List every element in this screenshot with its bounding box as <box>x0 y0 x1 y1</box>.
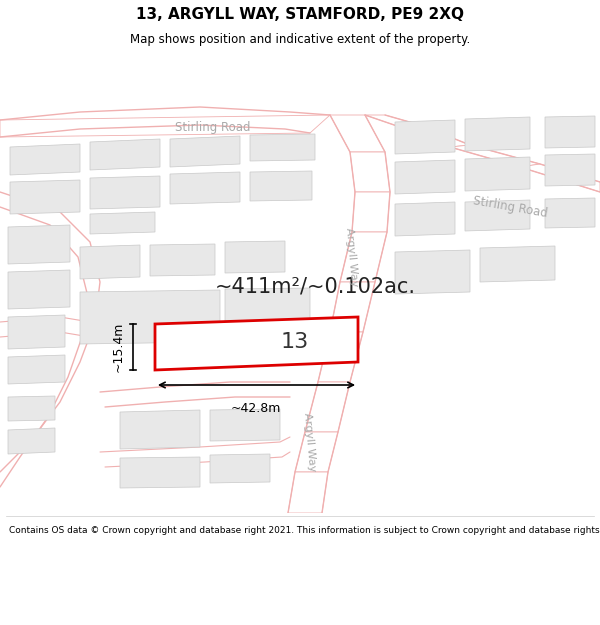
Polygon shape <box>170 172 240 204</box>
Polygon shape <box>120 410 200 449</box>
Polygon shape <box>10 144 80 175</box>
Polygon shape <box>480 246 555 282</box>
Polygon shape <box>170 136 240 167</box>
Polygon shape <box>352 192 390 232</box>
Polygon shape <box>80 290 220 344</box>
Polygon shape <box>80 245 140 279</box>
Polygon shape <box>520 164 600 192</box>
Polygon shape <box>545 198 595 228</box>
Polygon shape <box>225 241 285 273</box>
Polygon shape <box>8 428 55 454</box>
Text: Argyll Way: Argyll Way <box>344 227 359 287</box>
Polygon shape <box>305 382 350 432</box>
Text: ~411m²/~0.102ac.: ~411m²/~0.102ac. <box>215 277 416 297</box>
Polygon shape <box>155 317 358 370</box>
Polygon shape <box>250 171 312 201</box>
Text: Stirling Road: Stirling Road <box>472 194 548 220</box>
Polygon shape <box>545 116 595 148</box>
Polygon shape <box>330 282 375 332</box>
Polygon shape <box>295 432 338 472</box>
Text: 13, ARGYLL WAY, STAMFORD, PE9 2XQ: 13, ARGYLL WAY, STAMFORD, PE9 2XQ <box>136 7 464 22</box>
Polygon shape <box>0 115 330 137</box>
Polygon shape <box>8 355 65 384</box>
Text: Map shows position and indicative extent of the property.: Map shows position and indicative extent… <box>130 32 470 46</box>
Polygon shape <box>90 139 160 170</box>
Text: ~15.4m: ~15.4m <box>112 322 125 372</box>
Polygon shape <box>465 157 530 191</box>
Polygon shape <box>288 472 328 513</box>
Polygon shape <box>90 212 155 234</box>
Polygon shape <box>90 176 160 209</box>
Polygon shape <box>250 134 315 161</box>
Polygon shape <box>545 154 595 186</box>
Polygon shape <box>465 117 530 151</box>
Text: Stirling Road: Stirling Road <box>175 121 251 134</box>
Polygon shape <box>350 152 390 192</box>
Polygon shape <box>8 396 55 421</box>
Polygon shape <box>210 454 270 483</box>
Polygon shape <box>395 160 455 194</box>
Polygon shape <box>365 115 420 127</box>
Polygon shape <box>150 244 215 276</box>
Polygon shape <box>120 457 200 488</box>
Polygon shape <box>8 315 65 349</box>
Polygon shape <box>395 202 455 236</box>
Polygon shape <box>8 225 70 264</box>
Polygon shape <box>400 125 470 147</box>
Polygon shape <box>225 288 310 321</box>
Polygon shape <box>395 120 455 154</box>
Text: Contains OS data © Crown copyright and database right 2021. This information is : Contains OS data © Crown copyright and d… <box>9 526 600 536</box>
Polygon shape <box>465 200 530 231</box>
Text: 13: 13 <box>281 332 309 352</box>
Polygon shape <box>210 409 280 441</box>
Polygon shape <box>340 232 387 282</box>
Text: Argyll Way: Argyll Way <box>302 412 317 472</box>
Polygon shape <box>450 145 540 167</box>
Polygon shape <box>330 115 385 152</box>
Polygon shape <box>318 332 363 382</box>
Text: ~42.8m: ~42.8m <box>231 402 281 415</box>
Polygon shape <box>10 180 80 214</box>
Polygon shape <box>8 270 70 309</box>
Polygon shape <box>395 250 470 294</box>
